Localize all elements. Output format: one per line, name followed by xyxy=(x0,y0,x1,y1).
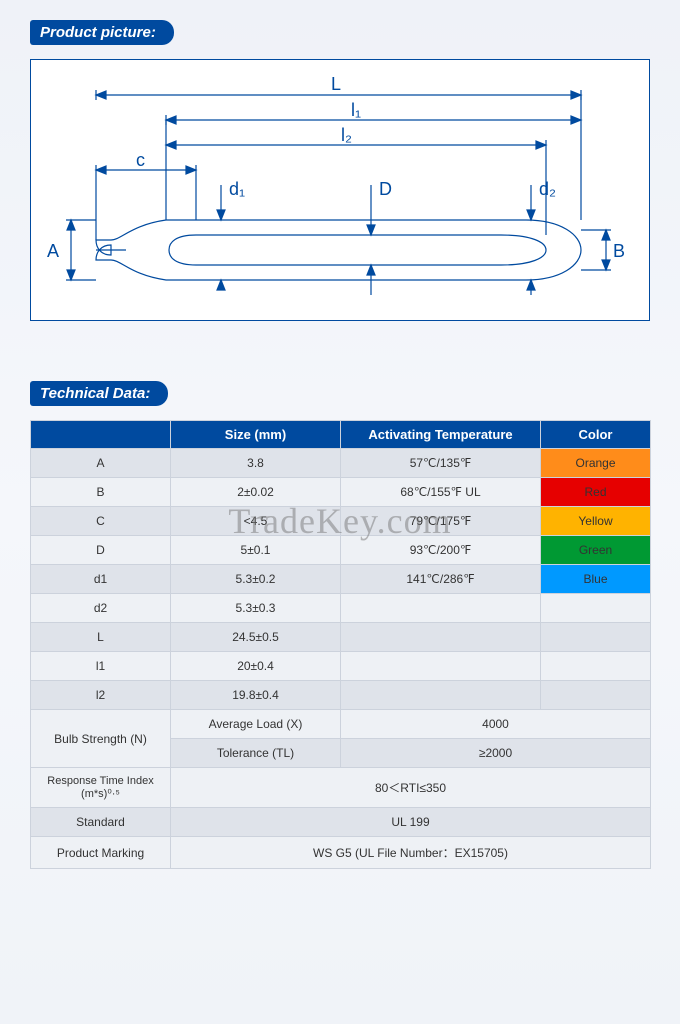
temp-val: 79℃/175℉ xyxy=(341,507,541,536)
product-diagram: L l₁ l₂ c d₁ D d₂ A B xyxy=(30,59,650,321)
section-header-picture: Product picture: xyxy=(30,20,174,45)
th-temp: Activating Temperature xyxy=(341,421,541,449)
size-val: 5.3±0.3 xyxy=(171,594,341,623)
dim-label-A: A xyxy=(47,241,59,261)
color-cell: Red xyxy=(541,478,651,507)
bulb-v: 4000 xyxy=(341,710,651,739)
dim-label-d1: d₁ xyxy=(229,179,245,199)
size-key: L xyxy=(31,623,171,652)
th-size: Size (mm) xyxy=(171,421,341,449)
cell-empty xyxy=(541,681,651,710)
color-cell: Orange xyxy=(541,449,651,478)
section-header-technical: Technical Data: xyxy=(30,381,168,406)
mark-v: WS G5 (UL File Number：EX15705) xyxy=(171,837,651,869)
cell-empty xyxy=(341,652,541,681)
cell-empty xyxy=(341,623,541,652)
bulb-k: Tolerance (TL) xyxy=(171,739,341,768)
temp-val: 57℃/135℉ xyxy=(341,449,541,478)
size-val: 24.5±0.5 xyxy=(171,623,341,652)
size-key: B xyxy=(31,478,171,507)
dim-label-B: B xyxy=(613,241,625,261)
dim-label-d2: d₂ xyxy=(539,179,556,199)
th-color: Color xyxy=(541,421,651,449)
dim-label-D: D xyxy=(379,179,392,199)
dim-label-l2: l₂ xyxy=(341,125,352,145)
cell-empty xyxy=(341,681,541,710)
size-key: l1 xyxy=(31,652,171,681)
dim-label-L: L xyxy=(331,74,341,94)
std-v: UL 199 xyxy=(171,808,651,837)
size-key: d1 xyxy=(31,565,171,594)
bulb-v: ≥2000 xyxy=(341,739,651,768)
cell-empty xyxy=(541,652,651,681)
rti-v: 80＜RTI≤350 xyxy=(171,768,651,808)
size-val: 19.8±0.4 xyxy=(171,681,341,710)
size-key: d2 xyxy=(31,594,171,623)
temp-val: 141℃/286℉ xyxy=(341,565,541,594)
size-val: 20±0.4 xyxy=(171,652,341,681)
cell-empty xyxy=(541,623,651,652)
size-val: 3.8 xyxy=(171,449,341,478)
size-key: l2 xyxy=(31,681,171,710)
size-key: D xyxy=(31,536,171,565)
size-key: C xyxy=(31,507,171,536)
color-cell: Green xyxy=(541,536,651,565)
std-k: Standard xyxy=(31,808,171,837)
size-val: 5±0.1 xyxy=(171,536,341,565)
bulb-label: Bulb Strength (N) xyxy=(31,710,171,768)
bulb-k: Average Load (X) xyxy=(171,710,341,739)
temp-val: 93℃/200℉ xyxy=(341,536,541,565)
color-cell: Blue xyxy=(541,565,651,594)
color-cell: Yellow xyxy=(541,507,651,536)
size-val: <4.5 xyxy=(171,507,341,536)
dim-label-l1: l₁ xyxy=(351,100,361,120)
th-blank xyxy=(31,421,171,449)
cell-empty xyxy=(341,594,541,623)
temp-val: 68℃/155℉ UL xyxy=(341,478,541,507)
mark-k: Product Marking xyxy=(31,837,171,869)
size-key: A xyxy=(31,449,171,478)
rti-k: Response Time Index (m*s)⁰·⁵ xyxy=(31,768,171,808)
dim-label-c: c xyxy=(136,150,145,170)
size-val: 2±0.02 xyxy=(171,478,341,507)
technical-data-table: Size (mm) Activating Temperature Color A… xyxy=(30,420,651,869)
size-val: 5.3±0.2 xyxy=(171,565,341,594)
cell-empty xyxy=(541,594,651,623)
